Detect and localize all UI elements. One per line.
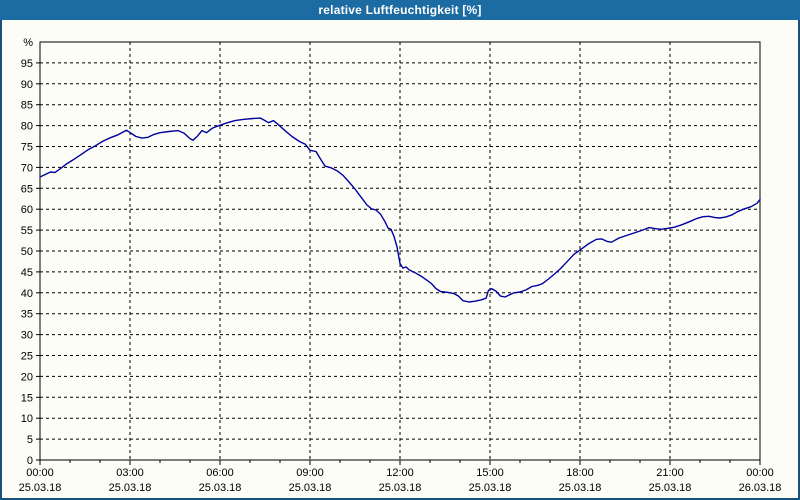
y-axis-tick-label: 35 xyxy=(21,309,33,321)
y-axis-tick-label: 5 xyxy=(27,434,33,446)
y-axis-tick-label: 40 xyxy=(21,288,33,300)
x-axis-time-label: 18:00 xyxy=(566,467,594,479)
y-axis-tick-label: 85 xyxy=(21,100,33,112)
y-axis-tick-label: 0 xyxy=(27,455,33,467)
window-title-bar[interactable]: relative Luftfeuchtigkeit [%] xyxy=(0,0,800,20)
humidity-series-line xyxy=(39,117,761,303)
y-axis-tick-label: 30 xyxy=(21,330,33,342)
plot-border xyxy=(39,41,761,461)
y-axis-tick-label: 15 xyxy=(21,392,33,404)
humidity-line-chart: 0 5 10 15 20 25 30 35 40 45 50 55 60 65 70 75 80 85 90 95% 0… xyxy=(19,37,782,494)
x-axis-time-label: 00:00 xyxy=(746,467,774,479)
x-axis-date-label: 25.03.18 xyxy=(109,482,152,494)
y-axis-tick-label: 55 xyxy=(21,225,33,237)
x-axis-date-label: 25.03.18 xyxy=(199,482,242,494)
x-axis-date-label: 26.03.18 xyxy=(739,482,782,494)
x-axis-time-label: 21:00 xyxy=(656,467,684,479)
x-axis-time-label: 03:00 xyxy=(116,467,144,479)
x-axis-time-label: 15:00 xyxy=(476,467,504,479)
x-axis-date-label: 25.03.18 xyxy=(649,482,692,494)
x-axis-date-label: 25.03.18 xyxy=(559,482,602,494)
y-axis-tick-label: 60 xyxy=(21,204,33,216)
x-axis-time-label: 06:00 xyxy=(206,467,234,479)
x-axis-time-label: 12:00 xyxy=(386,467,414,479)
x-axis-date-label: 25.03.18 xyxy=(469,482,512,494)
y-axis-tick-label: 95 xyxy=(21,58,33,70)
y-axis-tick-label: 80 xyxy=(21,121,33,133)
window-title: relative Luftfeuchtigkeit [%] xyxy=(318,3,482,17)
y-axis-tick-label: 20 xyxy=(21,371,33,383)
x-axis-date-label: 25.03.18 xyxy=(19,482,62,494)
y-axis-tick-label: 25 xyxy=(21,351,33,363)
chart-area: 0 5 10 15 20 25 30 35 40 45 50 55 60 65 70 75 80 85 90 95% 0… xyxy=(2,20,798,498)
y-axis-unit-label: % xyxy=(23,37,33,49)
x-axis-time-label: 09:00 xyxy=(296,467,324,479)
y-axis-tick-label: 70 xyxy=(21,162,33,174)
x-axis-time-label: 00:00 xyxy=(26,467,54,479)
y-axis-tick-label: 50 xyxy=(21,246,33,258)
y-axis-tick-label: 65 xyxy=(21,183,33,195)
y-axis-tick-label: 45 xyxy=(21,267,33,279)
x-axis-date-label: 25.03.18 xyxy=(289,482,332,494)
x-axis-date-label: 25.03.18 xyxy=(379,482,422,494)
y-axis-tick-label: 10 xyxy=(21,413,33,425)
y-axis-tick-label: 75 xyxy=(21,142,33,154)
y-axis-tick-label: 90 xyxy=(21,79,33,91)
